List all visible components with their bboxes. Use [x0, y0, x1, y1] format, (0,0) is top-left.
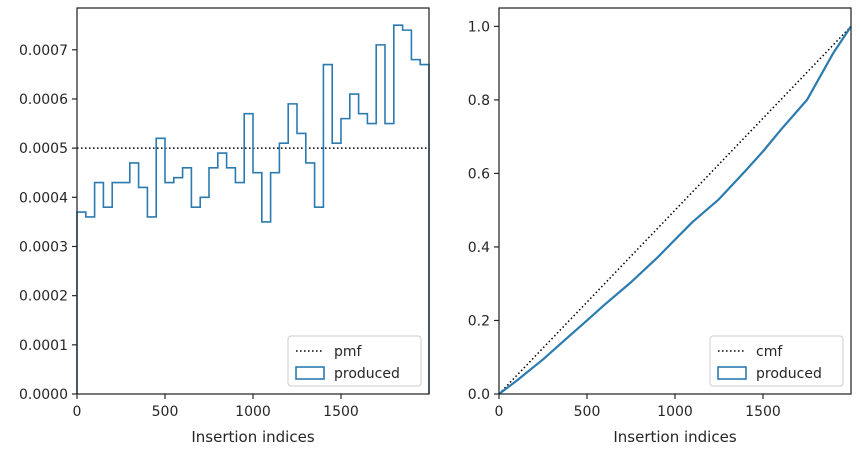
y-tick-label: 0.0001 — [19, 338, 68, 354]
subplot-1: 0 500 1000 1500 0.0000 0.0001 0.0002 0.0003 0.00… — [19, 7, 430, 446]
x-tick-label: 0 — [73, 404, 82, 420]
cmf-line — [498, 25, 852, 395]
y-tick-label: 0.0 — [468, 387, 490, 403]
x-axis-label: Insertion indices — [191, 428, 314, 446]
legend: pmf produced — [287, 335, 422, 387]
legend-box — [709, 335, 844, 387]
legend-label-produced: produced — [756, 366, 822, 382]
legend-handle-produced — [295, 366, 325, 380]
y-tick-label: 1.0 — [468, 19, 490, 35]
legend-label-produced: produced — [334, 366, 400, 382]
produced-step-histogram — [76, 24, 430, 394]
y-tick-label: 0.0003 — [19, 239, 68, 255]
x-axis-label: Insertion indices — [613, 428, 736, 446]
y-tick-label: 0.0005 — [19, 141, 68, 157]
legend: cmf produced — [709, 335, 844, 387]
legend-box — [287, 335, 422, 387]
y-tick-label: 0.8 — [468, 93, 490, 109]
x-tick-label: 500 — [152, 404, 179, 420]
x-tick-label: 1500 — [323, 404, 359, 420]
produced-cumulative-line — [498, 25, 852, 395]
legend-label-cmf: cmf — [756, 344, 783, 360]
y-tick-label: 0.0006 — [19, 92, 68, 108]
y-tick-label: 0.0000 — [19, 387, 68, 403]
x-tick-label: 1500 — [745, 404, 781, 420]
legend-label-pmf: pmf — [334, 344, 363, 360]
y-tick-label: 0.0007 — [19, 43, 68, 59]
x-tick-label: 1000 — [657, 404, 693, 420]
y-tick-label: 0.0004 — [19, 190, 68, 206]
legend-handle-produced — [717, 366, 747, 380]
x-tick-label: 0 — [495, 404, 504, 420]
x-tick-label: 500 — [574, 404, 601, 420]
y-tick-label: 0.0002 — [19, 289, 68, 305]
y-tick-label: 0.2 — [468, 313, 490, 329]
subplot-2: 0 500 1000 1500 0.0 0.2 0.4 0.6 0.8 1.0 Insertion … — [468, 7, 852, 446]
y-tick-label: 0.6 — [468, 166, 490, 182]
y-tick-label: 0.4 — [468, 240, 490, 256]
x-tick-label: 1000 — [235, 404, 271, 420]
